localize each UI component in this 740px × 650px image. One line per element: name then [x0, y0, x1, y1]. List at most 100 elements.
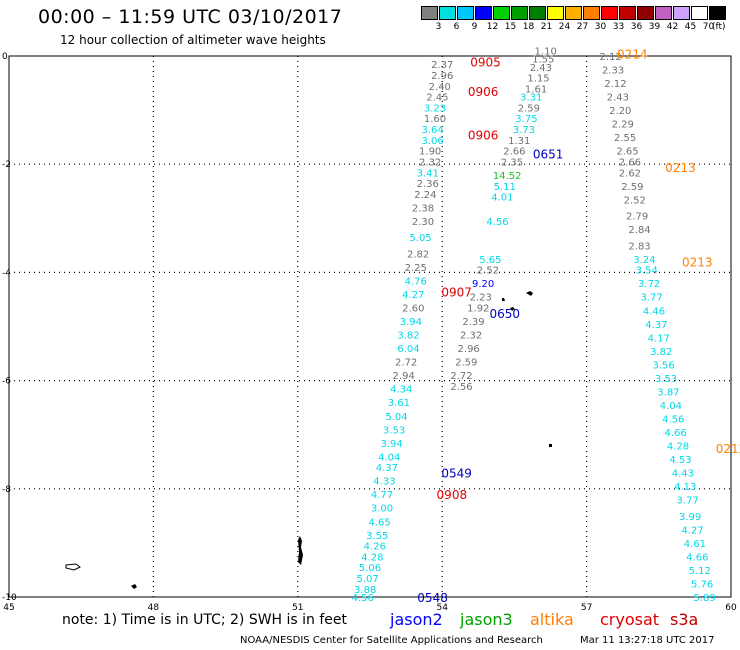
- swh-value-label: 4.28: [361, 552, 383, 563]
- color-scale-label: 45: [684, 22, 697, 32]
- swh-value-label: 4.43: [672, 469, 694, 480]
- swh-value-label: 2.24: [414, 190, 436, 201]
- color-scale-label: 15: [504, 22, 517, 32]
- color-swatch: [637, 6, 654, 20]
- swh-value-label: 2.94: [393, 371, 415, 382]
- swh-value-label: 4.04: [378, 452, 400, 463]
- swh-value-label: 2.38: [412, 203, 434, 214]
- pass-time-label: 0905: [470, 55, 501, 69]
- swh-value-label: 4.26: [364, 542, 386, 553]
- swh-value-label: 3.88: [354, 585, 376, 596]
- x-tick-label: 54: [436, 603, 448, 613]
- page-subtitle: 12 hour collection of altimeter wave hei…: [60, 33, 326, 47]
- x-tick-label: 48: [148, 603, 160, 613]
- pass-time-label: 0212: [716, 442, 740, 456]
- swh-value-label: 3.54: [636, 266, 658, 277]
- swh-value-label: 3.24: [633, 255, 655, 266]
- swh-value-label: 2.82: [407, 249, 429, 260]
- pass-time-label: 0906: [468, 128, 499, 142]
- swh-value-label: 4.37: [645, 320, 667, 331]
- coastline-shape: [65, 563, 81, 571]
- page-title: 00:00 – 11:59 UTC 03/10/2017: [38, 6, 343, 28]
- legend-item-jason2: jason2: [390, 610, 443, 629]
- swh-value-label: 2.40: [429, 82, 451, 93]
- swh-value-label: 4.17: [648, 333, 670, 344]
- color-swatch: [565, 6, 582, 20]
- pass-time-label: 0651: [533, 147, 564, 161]
- swh-value-label: 4.56: [486, 217, 508, 228]
- swh-value-label: 2.29: [612, 120, 634, 131]
- swh-value-label: 2.96: [458, 344, 480, 355]
- swh-value-label: 4.13: [674, 482, 696, 493]
- swh-value-label: 4.01: [491, 193, 513, 204]
- swh-value-label: 3.53: [383, 425, 405, 436]
- color-swatch: [439, 6, 456, 20]
- legend-item-cryosat: cryosat: [600, 610, 660, 629]
- swh-value-label: 2.43: [530, 63, 552, 74]
- color-swatch: [691, 6, 708, 20]
- color-swatch: [493, 6, 510, 20]
- color-swatch: [547, 6, 564, 20]
- color-scale-label: 9: [471, 22, 478, 32]
- y-tick-label: 0: [2, 52, 8, 62]
- swh-value-label: 3.75: [515, 114, 537, 125]
- x-tick-label: 57: [581, 603, 592, 613]
- color-swatch: [673, 6, 690, 20]
- x-tick-label: 51: [292, 603, 303, 613]
- pass-time-label: 0906: [468, 85, 499, 99]
- swh-value-label: 3.55: [366, 531, 388, 542]
- island-shape: [131, 584, 137, 589]
- swh-value-label: 5.12: [689, 566, 711, 577]
- swh-value-label: 2.60: [402, 304, 424, 315]
- swh-value-label: 3.53: [655, 374, 677, 385]
- y-tick-label: -6: [2, 377, 11, 387]
- footer-credit: NOAA/NESDIS Center for Satellite Applica…: [240, 635, 543, 646]
- swh-value-label: 4.56: [662, 414, 684, 425]
- color-swatch: [583, 6, 600, 20]
- swh-value-label: 2.25: [405, 263, 427, 274]
- legend-item-altika: altika: [530, 610, 574, 629]
- footer-note: note: 1) Time is in UTC; 2) SWH is in fe…: [62, 612, 348, 628]
- swh-value-label: 2.12: [604, 79, 626, 90]
- swh-value-label: 2.23: [470, 293, 492, 304]
- pass-time-label: 0548: [417, 591, 448, 605]
- swh-value-label: 1.90: [419, 147, 441, 158]
- pass-time-label: 0213: [665, 161, 696, 175]
- swh-value-label: 2.32: [419, 157, 441, 168]
- swh-value-label: 5.65: [479, 255, 501, 266]
- swh-value-label: 4.34: [390, 385, 412, 396]
- swh-value-label: 9.20: [472, 279, 494, 290]
- pass-time-label: 0650: [489, 307, 520, 321]
- swh-value-label: 3.31: [520, 93, 542, 104]
- swh-value-label: 4.53: [669, 455, 691, 466]
- swh-value-label: 2.72: [395, 358, 417, 369]
- color-swatch: [709, 6, 726, 20]
- swh-value-label: 2.32: [460, 331, 482, 342]
- swh-value-label: 2.33: [602, 66, 624, 77]
- swh-value-label: 4.66: [686, 552, 708, 563]
- swh-value-label: 2.72: [450, 371, 472, 382]
- swh-value-label: 2.39: [462, 317, 484, 328]
- swh-value-label: 2.65: [616, 147, 638, 158]
- swh-value-label: 3.56: [652, 360, 674, 371]
- swh-value-label: 2.20: [609, 106, 631, 117]
- color-scale-label: 21: [540, 22, 553, 32]
- swh-value-label: 4.33: [373, 477, 395, 488]
- swh-value-label: 2.96: [431, 71, 453, 82]
- swh-value-label: 4.77: [371, 490, 393, 501]
- legend-item-jason3: jason3: [460, 610, 513, 629]
- x-tick-label: 60: [725, 603, 737, 613]
- swh-value-label: 2.30: [412, 217, 434, 228]
- swh-value-label: 3.64: [421, 125, 443, 136]
- color-swatch: [655, 6, 672, 20]
- swh-value-label: 2.45: [426, 93, 448, 104]
- swh-value-label: 2.83: [628, 241, 650, 252]
- swh-value-label: 5.06: [359, 563, 381, 574]
- swh-value-label: 2.62: [619, 168, 641, 179]
- swh-value-label: 2.43: [607, 93, 629, 104]
- swh-value-label: 4.28: [667, 442, 689, 453]
- y-tick-label: -4: [2, 268, 11, 278]
- swh-value-label: 3.77: [677, 496, 699, 507]
- y-tick-label: -2: [2, 160, 11, 170]
